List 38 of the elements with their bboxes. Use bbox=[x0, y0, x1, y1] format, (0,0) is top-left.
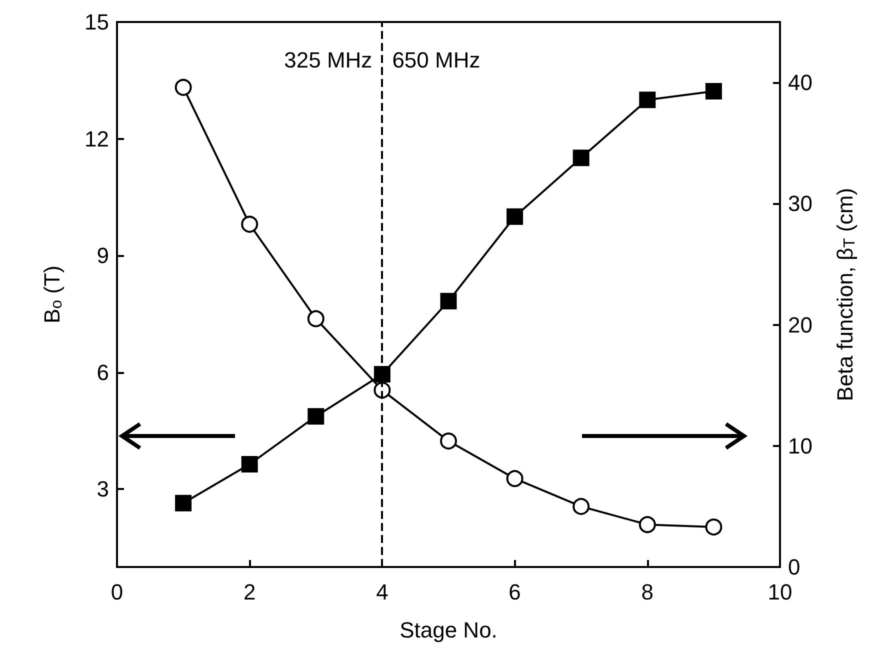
x-tick-label: 10 bbox=[768, 580, 792, 604]
y-tick-label: 3 bbox=[96, 476, 109, 502]
point bbox=[241, 216, 258, 233]
point bbox=[175, 494, 192, 512]
x-axis-title: Stage No. bbox=[400, 618, 498, 642]
y-tick-label: 6 bbox=[96, 360, 109, 385]
point bbox=[506, 208, 524, 225]
point bbox=[440, 292, 457, 310]
y2-tick-label: 10 bbox=[788, 433, 812, 458]
point bbox=[307, 310, 324, 328]
point bbox=[174, 78, 192, 96]
point bbox=[308, 408, 324, 425]
y2-tick-label: 30 bbox=[788, 191, 812, 216]
point bbox=[241, 456, 258, 472]
point bbox=[374, 366, 390, 383]
y-tick-label: 9 bbox=[96, 243, 109, 268]
y-tick-label: 15 bbox=[84, 10, 109, 34]
point bbox=[572, 498, 590, 515]
point bbox=[506, 470, 524, 488]
point bbox=[638, 516, 656, 534]
y-axis-title: Bo (T) bbox=[40, 266, 66, 324]
x-tick-label: 4 bbox=[376, 580, 388, 604]
y-tick-label: 12 bbox=[84, 126, 109, 152]
y2-tick-label: 40 bbox=[788, 70, 812, 96]
x-tick-label: 8 bbox=[641, 580, 654, 604]
annotation: 650 MHz bbox=[392, 48, 480, 72]
x-tick-label: 6 bbox=[508, 580, 521, 604]
y2-tick-label: 20 bbox=[788, 312, 812, 338]
x-tick-label: 0 bbox=[110, 580, 124, 604]
point bbox=[440, 432, 457, 450]
point bbox=[639, 92, 656, 108]
point bbox=[705, 83, 722, 100]
y2-axis-title: Beta function, βT (cm) bbox=[832, 188, 858, 402]
point bbox=[705, 518, 722, 536]
x-tick-label: 2 bbox=[243, 580, 256, 604]
annotation: 325 MHz bbox=[284, 48, 372, 72]
point bbox=[572, 150, 590, 166]
y2-tick-label: 0 bbox=[788, 554, 800, 580]
